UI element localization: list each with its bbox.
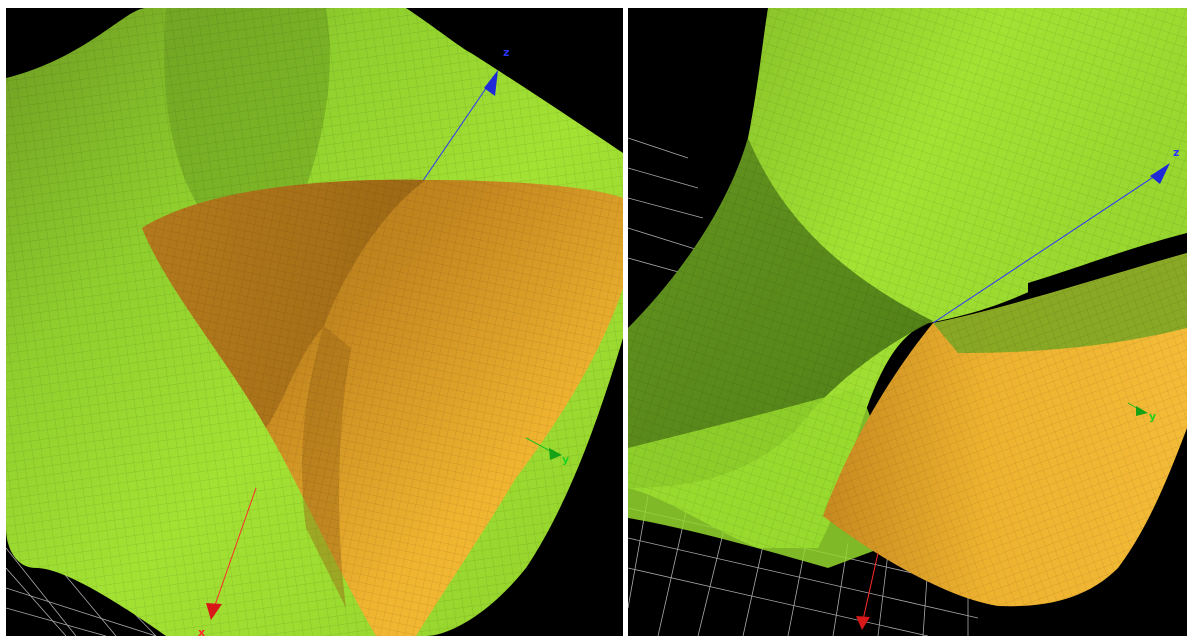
z-axis: z xyxy=(932,146,1179,324)
x-axis: x xyxy=(198,487,257,636)
z-axis-label: z xyxy=(1173,146,1179,159)
y-axis-label: y xyxy=(1149,410,1156,423)
x-axis-label: x xyxy=(198,626,205,636)
surface-gap xyxy=(1028,233,1187,298)
y-axis: y xyxy=(525,437,569,466)
z-axis-label: z xyxy=(503,46,509,59)
y-axis: y xyxy=(1127,402,1156,423)
green-surface-mesh xyxy=(628,8,1187,548)
right-scene[interactable]: z x y xyxy=(628,8,1187,636)
x-axis: x xyxy=(856,552,879,636)
left-scene[interactable]: z x y xyxy=(6,8,623,636)
x-axis-label: x xyxy=(856,632,863,636)
orange-surface-mesh xyxy=(823,253,1187,607)
y-axis-label: y xyxy=(562,453,569,466)
z-axis: z xyxy=(417,46,509,189)
left-3d-viewport[interactable]: z x y xyxy=(6,8,623,636)
right-3d-viewport[interactable]: z x y xyxy=(628,8,1187,636)
orange-surface-mesh xyxy=(142,179,623,636)
